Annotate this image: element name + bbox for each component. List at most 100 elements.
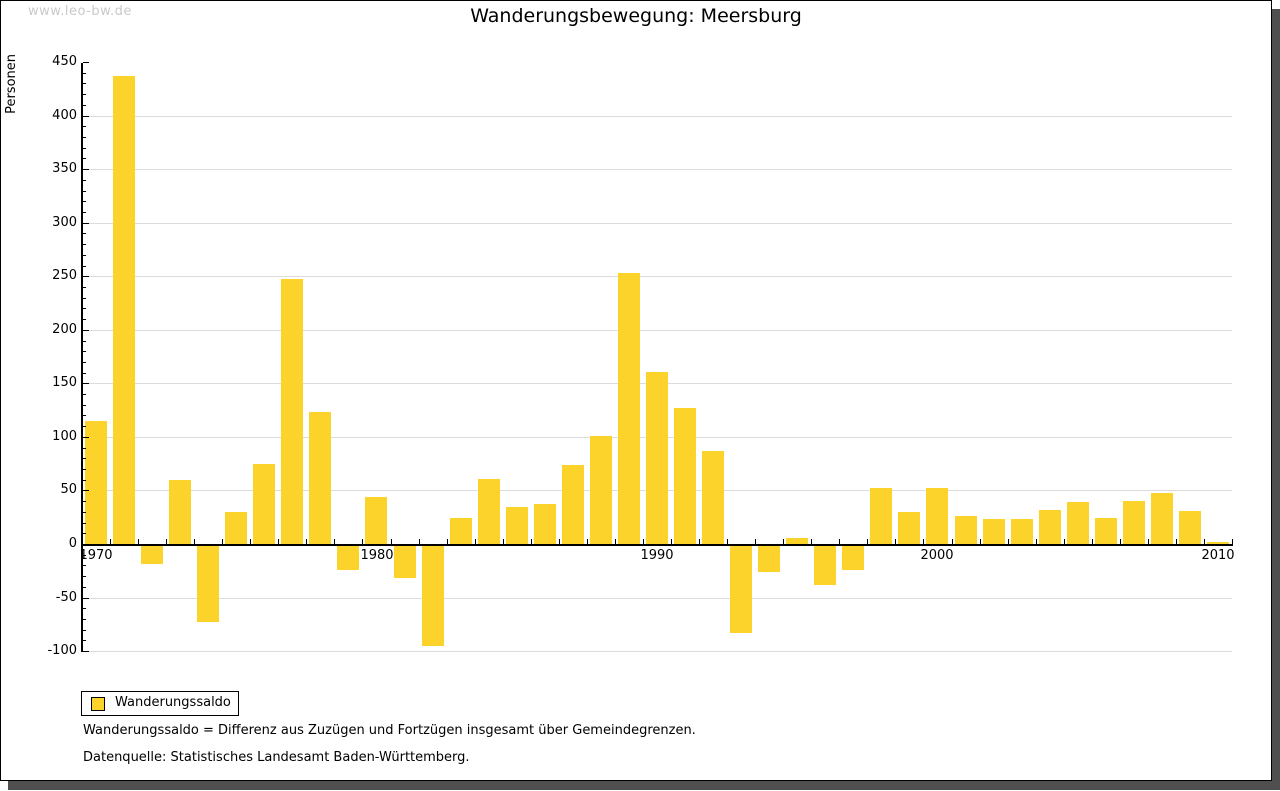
x-tick-label-1990: 1990 <box>640 548 674 563</box>
y-minor-tick-130 <box>83 405 86 406</box>
x-tick-4 <box>194 539 195 544</box>
y-minor-tick-90 <box>83 448 86 449</box>
bar-1995 <box>786 538 808 544</box>
x-tick-label-2000: 2000 <box>920 548 954 563</box>
y-axis-line <box>81 63 83 652</box>
bar-1993 <box>730 546 752 633</box>
footnote-source: Datenquelle: Statistisches Landesamt Bad… <box>83 750 470 765</box>
y-minor-tick-340 <box>83 180 86 181</box>
y-minor-tick-280 <box>83 244 86 245</box>
bar-2006 <box>1095 518 1117 544</box>
y-major-tick--100 <box>83 651 89 652</box>
y-tick-label-400: 400 <box>52 108 77 123</box>
gridline-400 <box>83 116 1232 117</box>
y-major-tick--50 <box>83 598 89 599</box>
bar-2004 <box>1039 510 1061 544</box>
x-tick-20 <box>643 539 644 544</box>
x-tick-39 <box>1176 539 1177 544</box>
x-tick-23 <box>727 539 728 544</box>
x-tick-3 <box>166 539 167 544</box>
y-minor-tick-140 <box>83 394 86 395</box>
bar-1985 <box>506 507 528 544</box>
y-minor-tick-370 <box>83 148 86 149</box>
y-major-tick-300 <box>83 223 89 224</box>
bar-1971 <box>113 76 135 544</box>
y-minor-tick-210 <box>83 319 86 320</box>
y-major-tick-350 <box>83 169 89 170</box>
x-tick-31 <box>952 539 953 544</box>
x-tick-38 <box>1148 539 1149 544</box>
bar-1986 <box>534 504 556 544</box>
bar-1996 <box>814 546 836 585</box>
y-minor-tick-330 <box>83 191 86 192</box>
y-tick-label-450: 450 <box>52 54 77 69</box>
bar-1977 <box>281 279 303 544</box>
y-minor-tick-240 <box>83 287 86 288</box>
legend-label: Wanderungssaldo <box>115 695 231 710</box>
y-minor-tick--20 <box>83 565 86 566</box>
bar-1987 <box>562 465 584 544</box>
x-tick-30 <box>923 539 924 544</box>
bar-2009 <box>1179 511 1201 544</box>
y-minor-tick-310 <box>83 212 86 213</box>
y-tick-label-200: 200 <box>52 322 77 337</box>
y-tick-label-0: 0 <box>68 536 77 551</box>
x-tick-14 <box>475 539 476 544</box>
x-tick-18 <box>587 539 588 544</box>
bar-1997 <box>842 546 864 570</box>
bar-1974 <box>197 546 219 622</box>
x-tick-1 <box>110 539 111 544</box>
legend-swatch <box>91 697 105 711</box>
y-minor-tick--60 <box>83 608 86 609</box>
x-tick-label-1980: 1980 <box>360 548 394 563</box>
y-minor-tick--90 <box>83 640 86 641</box>
x-tick-16 <box>531 539 532 544</box>
y-tick-label-50: 50 <box>60 482 77 497</box>
y-minor-tick-440 <box>83 73 86 74</box>
bar-2010 <box>1207 542 1229 544</box>
x-tick-7 <box>278 539 279 544</box>
y-minor-tick-70 <box>83 469 86 470</box>
gridline-250 <box>83 276 1232 277</box>
bar-1973 <box>169 480 191 544</box>
y-minor-tick-60 <box>83 480 86 481</box>
footnote-definition: Wanderungssaldo = Differenz aus Zuzügen … <box>83 723 696 738</box>
y-major-tick-150 <box>83 383 89 384</box>
bar-1984 <box>478 479 500 544</box>
bar-1978 <box>309 412 331 544</box>
y-minor-tick-20 <box>83 523 86 524</box>
bar-1979 <box>337 546 359 570</box>
y-major-tick-400 <box>83 116 89 117</box>
y-tick-label--100: -100 <box>47 643 77 658</box>
y-minor-tick-110 <box>83 426 86 427</box>
x-tick-10 <box>362 539 363 544</box>
x-tick-34 <box>1036 539 1037 544</box>
bar-2005 <box>1067 502 1089 544</box>
y-tick-label-350: 350 <box>52 161 77 176</box>
x-tick-24 <box>755 539 756 544</box>
gridline-200 <box>83 330 1232 331</box>
x-tick-12 <box>419 539 420 544</box>
x-tick-41 <box>1232 539 1233 544</box>
x-tick-27 <box>839 539 840 544</box>
bar-2008 <box>1151 493 1173 544</box>
x-tick-36 <box>1092 539 1093 544</box>
bar-1976 <box>253 464 275 544</box>
bar-2007 <box>1123 501 1145 544</box>
bar-2002 <box>983 519 1005 544</box>
y-minor-tick--40 <box>83 587 86 588</box>
y-minor-tick-30 <box>83 512 86 513</box>
gridline-350 <box>83 169 1232 170</box>
y-axis-label: Personen <box>4 54 19 114</box>
x-tick-40 <box>1204 539 1205 544</box>
bar-2003 <box>1011 519 1033 544</box>
y-minor-tick-220 <box>83 308 86 309</box>
gridline-300 <box>83 223 1232 224</box>
x-tick-0 <box>82 539 83 544</box>
y-minor-tick-360 <box>83 158 86 159</box>
x-tick-28 <box>867 539 868 544</box>
y-tick-label-150: 150 <box>52 375 77 390</box>
y-major-tick-100 <box>83 437 89 438</box>
bar-1975 <box>225 512 247 544</box>
x-axis-zero-line <box>81 544 1233 546</box>
